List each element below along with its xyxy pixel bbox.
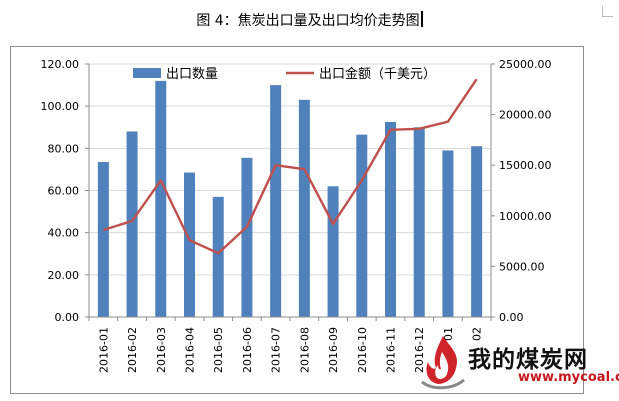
page-corner-mark <box>602 6 613 17</box>
flame-logo-icon <box>421 336 465 390</box>
bar <box>442 150 454 317</box>
bar <box>241 157 253 317</box>
x-tick-label: 2016-03 <box>155 327 168 373</box>
y-right-tick-label: 20000.00 <box>499 109 552 122</box>
y-right-tick-label: 15000.00 <box>499 159 552 172</box>
legend-swatch-bar <box>133 68 161 78</box>
x-tick-label: 2016-07 <box>270 327 283 373</box>
bar <box>126 131 138 317</box>
bar <box>471 146 483 317</box>
chart-caption: 图 4：焦炭出口量及出口均价走势图 <box>0 10 619 30</box>
x-tick-label: 2016-10 <box>356 327 369 373</box>
legend-label-line: 出口金额（千美元） <box>319 66 436 82</box>
bar <box>97 162 109 317</box>
y-left-tick-label: 120.00 <box>41 58 80 71</box>
x-tick-label: 2016-02 <box>126 327 139 373</box>
text-cursor <box>420 11 423 27</box>
bar <box>184 172 195 317</box>
bar <box>270 85 282 317</box>
watermark-logo: 我的煤炭网 www.mycoal.cn <box>410 330 619 396</box>
y-left-tick-label: 20.00 <box>48 269 80 282</box>
bar <box>413 127 425 317</box>
y-left-tick-label: 40.00 <box>48 227 80 240</box>
bar <box>212 196 224 317</box>
y-right-tick-label: 0.00 <box>499 311 524 324</box>
x-tick-label: 2016-08 <box>298 327 311 373</box>
line-series-export-value <box>103 78 478 255</box>
x-tick-label: 2016-11 <box>385 327 398 373</box>
y-left-tick-label: 80.00 <box>48 142 80 155</box>
x-tick-label: 2016-06 <box>241 327 254 373</box>
x-tick-label: 2016-05 <box>212 327 225 373</box>
line-series-path <box>103 78 478 255</box>
bar <box>155 80 167 317</box>
axes: 0.00 20.00 40.00 60.00 80.00 100.00 120.00 0.00… <box>41 58 552 373</box>
watermark-url: www.mycoal.cn <box>518 370 619 385</box>
y-right-tick-label: 5000.00 <box>499 260 545 273</box>
legend: 出口数量 出口金额（千美元） <box>133 66 436 82</box>
x-tick-label: 01 <box>442 327 455 341</box>
bar <box>298 99 310 317</box>
bar-series-export-volume <box>97 80 483 318</box>
gridlines <box>89 63 491 276</box>
caption-text: 图 4：焦炭出口量及出口均价走势图 <box>196 13 420 29</box>
chart-frame: 0.00 20.00 40.00 60.00 80.00 100.00 120.00 0.00… <box>10 46 584 394</box>
watermark-brand: 我的煤炭网 <box>468 347 588 373</box>
y-left-tick-label: 60.00 <box>48 185 80 198</box>
x-tick-label: 2016-01 <box>97 327 110 373</box>
y-left-tick-label: 100.00 <box>41 100 80 113</box>
y-right-tick-label: 25000.00 <box>499 58 552 71</box>
x-tick-label: 2016-12 <box>413 327 426 373</box>
x-tick-label: 2016-09 <box>327 327 340 373</box>
combo-chart: 0.00 20.00 40.00 60.00 80.00 100.00 120.00 0.00… <box>41 58 552 373</box>
legend-label-bar: 出口数量 <box>166 67 218 82</box>
x-tick-label: 02 <box>471 327 484 341</box>
x-tick-label: 2016-04 <box>184 327 197 373</box>
bar <box>385 121 396 318</box>
y-left-tick-label: 0.00 <box>55 311 80 324</box>
bar <box>356 134 368 317</box>
y-right-tick-label: 10000.00 <box>499 210 552 223</box>
bar <box>327 186 339 317</box>
